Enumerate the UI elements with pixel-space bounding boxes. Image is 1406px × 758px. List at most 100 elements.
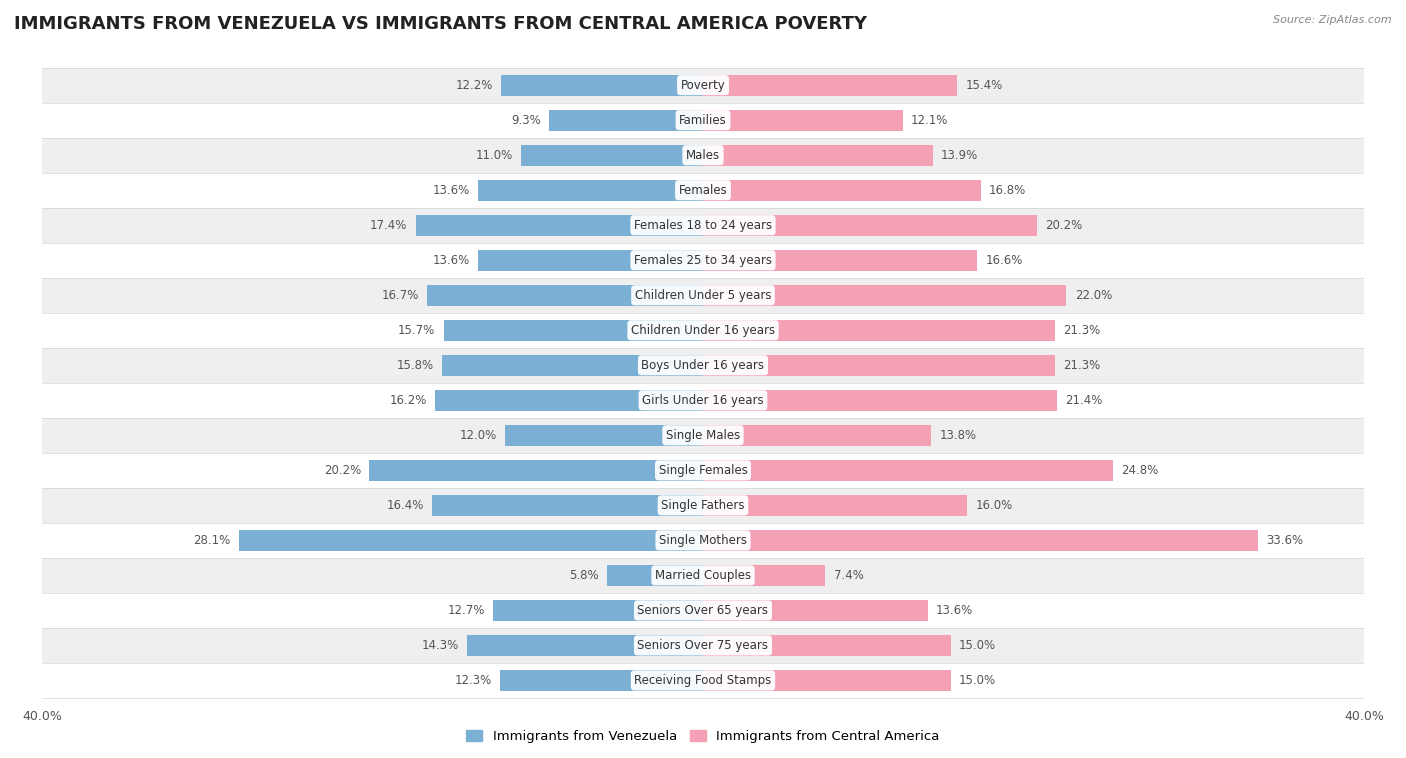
Bar: [703, 215, 1036, 236]
Text: Married Couples: Married Couples: [655, 569, 751, 582]
Bar: [703, 530, 1258, 551]
Bar: [467, 635, 703, 656]
Bar: [703, 355, 1054, 376]
Text: 15.8%: 15.8%: [396, 359, 433, 371]
Text: 12.3%: 12.3%: [454, 674, 492, 687]
Bar: [441, 355, 703, 376]
Text: 12.0%: 12.0%: [460, 429, 496, 442]
Text: 16.7%: 16.7%: [381, 289, 419, 302]
Text: Girls Under 16 years: Girls Under 16 years: [643, 394, 763, 407]
Bar: [550, 110, 703, 130]
Text: 13.9%: 13.9%: [941, 149, 979, 161]
Bar: [42, 277, 1364, 313]
Text: 13.6%: 13.6%: [433, 254, 470, 267]
Text: Poverty: Poverty: [681, 79, 725, 92]
Bar: [703, 145, 932, 166]
Text: Seniors Over 75 years: Seniors Over 75 years: [637, 639, 769, 652]
Bar: [444, 320, 703, 341]
Text: 17.4%: 17.4%: [370, 219, 408, 232]
Bar: [42, 348, 1364, 383]
Text: 16.4%: 16.4%: [387, 499, 423, 512]
Text: 33.6%: 33.6%: [1267, 534, 1303, 547]
Text: 16.8%: 16.8%: [988, 183, 1026, 196]
Bar: [42, 523, 1364, 558]
Text: 24.8%: 24.8%: [1121, 464, 1159, 477]
Text: Families: Families: [679, 114, 727, 127]
Bar: [370, 460, 703, 481]
Bar: [42, 102, 1364, 138]
Bar: [478, 180, 703, 201]
Text: 5.8%: 5.8%: [569, 569, 599, 582]
Bar: [42, 418, 1364, 453]
Text: 28.1%: 28.1%: [193, 534, 231, 547]
Text: IMMIGRANTS FROM VENEZUELA VS IMMIGRANTS FROM CENTRAL AMERICA POVERTY: IMMIGRANTS FROM VENEZUELA VS IMMIGRANTS …: [14, 15, 868, 33]
Text: Source: ZipAtlas.com: Source: ZipAtlas.com: [1274, 15, 1392, 25]
Text: 13.8%: 13.8%: [939, 429, 976, 442]
Bar: [42, 663, 1364, 698]
Text: Single Females: Single Females: [658, 464, 748, 477]
Bar: [607, 565, 703, 586]
Bar: [703, 635, 950, 656]
Bar: [42, 453, 1364, 488]
Text: Receiving Food Stamps: Receiving Food Stamps: [634, 674, 772, 687]
Bar: [703, 285, 1066, 305]
Bar: [703, 249, 977, 271]
Bar: [703, 320, 1054, 341]
Text: Children Under 5 years: Children Under 5 years: [634, 289, 772, 302]
Text: 20.2%: 20.2%: [323, 464, 361, 477]
Bar: [42, 628, 1364, 663]
Bar: [703, 670, 950, 691]
Bar: [436, 390, 703, 411]
Bar: [703, 600, 928, 621]
Bar: [478, 249, 703, 271]
Bar: [239, 530, 703, 551]
Bar: [703, 565, 825, 586]
Bar: [522, 145, 703, 166]
Bar: [42, 138, 1364, 173]
Text: 11.0%: 11.0%: [475, 149, 513, 161]
Text: 12.2%: 12.2%: [456, 79, 494, 92]
Text: 22.0%: 22.0%: [1074, 289, 1112, 302]
Text: Single Fathers: Single Fathers: [661, 499, 745, 512]
Text: 9.3%: 9.3%: [512, 114, 541, 127]
Legend: Immigrants from Venezuela, Immigrants from Central America: Immigrants from Venezuela, Immigrants fr…: [467, 731, 939, 744]
Text: Seniors Over 65 years: Seniors Over 65 years: [637, 604, 769, 617]
Bar: [42, 243, 1364, 277]
Text: 14.3%: 14.3%: [422, 639, 458, 652]
Text: 15.0%: 15.0%: [959, 674, 997, 687]
Text: Single Males: Single Males: [666, 429, 740, 442]
Bar: [42, 173, 1364, 208]
Bar: [42, 488, 1364, 523]
Bar: [505, 424, 703, 446]
Bar: [499, 670, 703, 691]
Bar: [703, 460, 1112, 481]
Text: Single Mothers: Single Mothers: [659, 534, 747, 547]
Bar: [502, 74, 703, 96]
Text: 7.4%: 7.4%: [834, 569, 863, 582]
Text: Females: Females: [679, 183, 727, 196]
Bar: [42, 67, 1364, 102]
Bar: [42, 383, 1364, 418]
Text: 15.4%: 15.4%: [966, 79, 1002, 92]
Bar: [703, 74, 957, 96]
Text: 21.3%: 21.3%: [1063, 359, 1101, 371]
Text: 20.2%: 20.2%: [1045, 219, 1083, 232]
Text: 12.7%: 12.7%: [447, 604, 485, 617]
Bar: [494, 600, 703, 621]
Text: 15.7%: 15.7%: [398, 324, 436, 337]
Text: 13.6%: 13.6%: [433, 183, 470, 196]
Text: 21.4%: 21.4%: [1064, 394, 1102, 407]
Bar: [703, 495, 967, 516]
Bar: [42, 593, 1364, 628]
Text: Females 18 to 24 years: Females 18 to 24 years: [634, 219, 772, 232]
Bar: [703, 390, 1056, 411]
Text: 15.0%: 15.0%: [959, 639, 997, 652]
Bar: [42, 208, 1364, 243]
Text: Children Under 16 years: Children Under 16 years: [631, 324, 775, 337]
Text: 16.6%: 16.6%: [986, 254, 1024, 267]
Bar: [42, 313, 1364, 348]
Text: 13.6%: 13.6%: [936, 604, 973, 617]
Text: 21.3%: 21.3%: [1063, 324, 1101, 337]
Bar: [703, 424, 931, 446]
Bar: [416, 215, 703, 236]
